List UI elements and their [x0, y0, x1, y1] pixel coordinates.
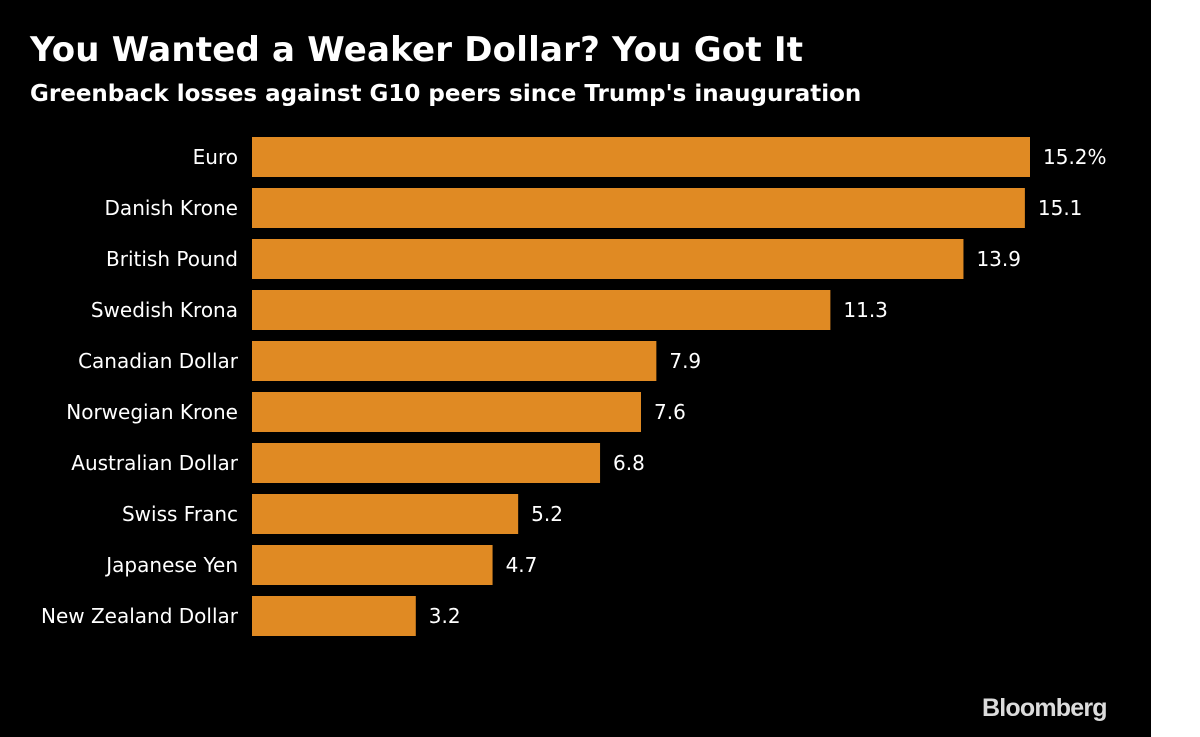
value-label: 7.9	[669, 349, 701, 373]
category-label: Danish Krone	[105, 196, 238, 220]
value-label: 4.7	[506, 553, 538, 577]
value-label: 6.8	[613, 451, 645, 475]
bar	[252, 545, 493, 585]
value-label: 13.9	[976, 247, 1021, 271]
category-label: Japanese Yen	[104, 553, 238, 577]
bar	[252, 188, 1025, 228]
chart-title: You Wanted a Weaker Dollar? You Got It	[30, 30, 804, 70]
chart-panel: You Wanted a Weaker Dollar? You Got It G…	[0, 0, 1151, 737]
category-label: Euro	[193, 145, 238, 169]
chart-subtitle: Greenback losses against G10 peers since…	[30, 81, 862, 107]
bar	[252, 239, 964, 279]
bar	[252, 596, 416, 636]
category-label: Australian Dollar	[71, 451, 239, 475]
bar	[252, 137, 1030, 177]
bar	[252, 494, 519, 534]
value-label: 15.2%	[1043, 145, 1107, 169]
category-label: Swedish Krona	[91, 298, 238, 322]
value-label: 7.6	[654, 400, 686, 424]
bar-chart: Euro 15.2% Danish Krone 15.1 British Pound 13…	[41, 137, 1107, 636]
category-label: Swiss Franc	[122, 502, 238, 526]
value-label: 3.2	[429, 604, 461, 628]
category-label: Canadian Dollar	[78, 349, 239, 373]
bar	[252, 290, 831, 330]
bar	[252, 443, 601, 483]
category-label: British Pound	[106, 247, 238, 271]
bar	[252, 341, 657, 381]
bloomberg-logo: Bloomberg	[982, 694, 1108, 722]
category-label: Norwegian Krone	[66, 400, 238, 424]
category-label: New Zealand Dollar	[41, 604, 239, 628]
value-label: 5.2	[531, 502, 563, 526]
value-label: 15.1	[1038, 196, 1083, 220]
bar	[252, 392, 641, 432]
value-label: 11.3	[843, 298, 888, 322]
